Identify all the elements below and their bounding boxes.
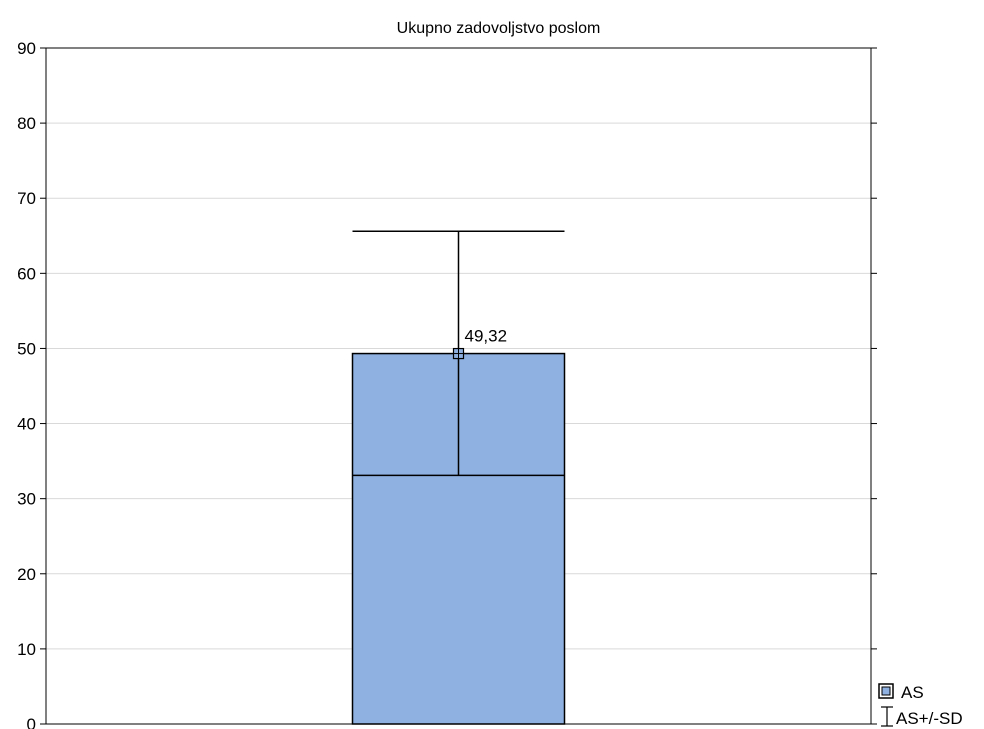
data-labels: 49,32 bbox=[465, 327, 508, 346]
legend-label-as: AS bbox=[901, 683, 924, 702]
y-tick-label: 0 bbox=[27, 715, 36, 729]
y-tick-label: 20 bbox=[17, 565, 36, 584]
y-tick-label: 70 bbox=[17, 189, 36, 208]
y-tick-label: 60 bbox=[17, 264, 36, 283]
plot-frame bbox=[45, 47, 872, 725]
legend-label-as-sd: AS+/-SD bbox=[896, 709, 963, 728]
chart-title: Ukupno zadovoljstvo poslom bbox=[397, 20, 601, 37]
y-axis-ticks: 0 10 20 30 40 50 60 70 80 90 bbox=[17, 39, 877, 729]
legend-swatch-as-inner bbox=[881, 686, 891, 696]
y-tick-label: 40 bbox=[17, 415, 36, 434]
y-tick-label: 50 bbox=[17, 339, 36, 358]
data-label: 49,32 bbox=[465, 327, 508, 346]
y-tick-label: 10 bbox=[17, 640, 36, 659]
y-tick-label: 90 bbox=[17, 39, 36, 58]
legend: AS AS+/-SD bbox=[878, 683, 963, 728]
y-tick-label: 80 bbox=[17, 114, 36, 133]
y-tick-label: 30 bbox=[17, 490, 36, 509]
error-bars bbox=[352, 230, 565, 477]
